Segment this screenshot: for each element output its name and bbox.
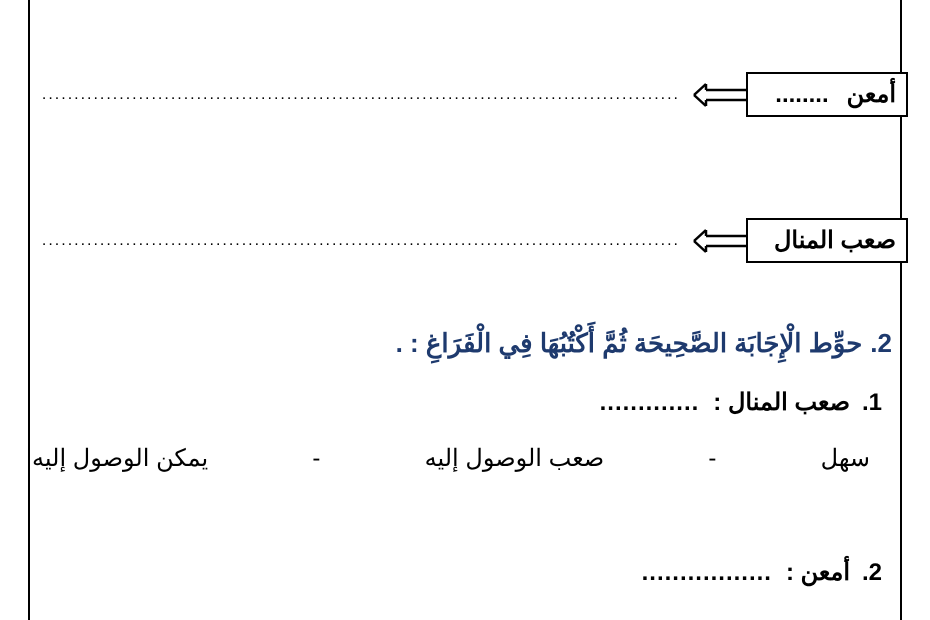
q1-number: 1. [858,389,882,417]
q2-number: 2. [858,559,882,587]
worksheet-content: أمعن ........ ..........................… [0,0,930,620]
answer-line-1[interactable]: ........................................… [40,86,680,104]
q1-label: صعب المنال : [713,388,850,417]
vocab-row-1: أمعن ........ ..........................… [40,72,908,117]
q1-option-c[interactable]: يمكن الوصول إليه [32,444,208,473]
section-number: 2. [870,328,892,359]
question-1: 1. صعب المنال : ............. [600,388,882,417]
separator: - [312,445,320,473]
vocab-box-2: صعب المنال [746,218,908,263]
vocab-label-2: صعب المنال [774,226,896,255]
vocab-box-1: أمعن ........ [746,72,908,117]
q2-blank[interactable]: ................. [642,559,772,587]
separator: - [708,445,716,473]
q2-label: أمعن : [786,558,850,587]
q1-option-a[interactable]: سهل [821,444,870,473]
answer-line-2[interactable]: ........................................… [40,232,680,250]
vocab-label-1: أمعن [847,80,896,109]
section-heading: 2. حوِّط الْإِجَابَة الصَّحِيحَة ثُمَّ أ… [396,328,892,359]
q1-option-b[interactable]: صعب الوصول إليه [425,444,605,473]
question-2: 2. أمعن : ................. [642,558,882,587]
arrow-left-icon [692,80,748,110]
q1-options: سهل - صعب الوصول إليه - يمكن الوصول إليه [32,444,870,473]
arrow-left-icon [692,226,748,256]
vocab-row-2: صعب المنال .............................… [40,218,908,263]
q1-blank[interactable]: ............. [600,389,700,417]
section-title-text: حوِّط الْإِجَابَة الصَّحِيحَة ثُمَّ أَكْ… [396,328,863,359]
vocab-dots-1: ........ [775,81,828,109]
